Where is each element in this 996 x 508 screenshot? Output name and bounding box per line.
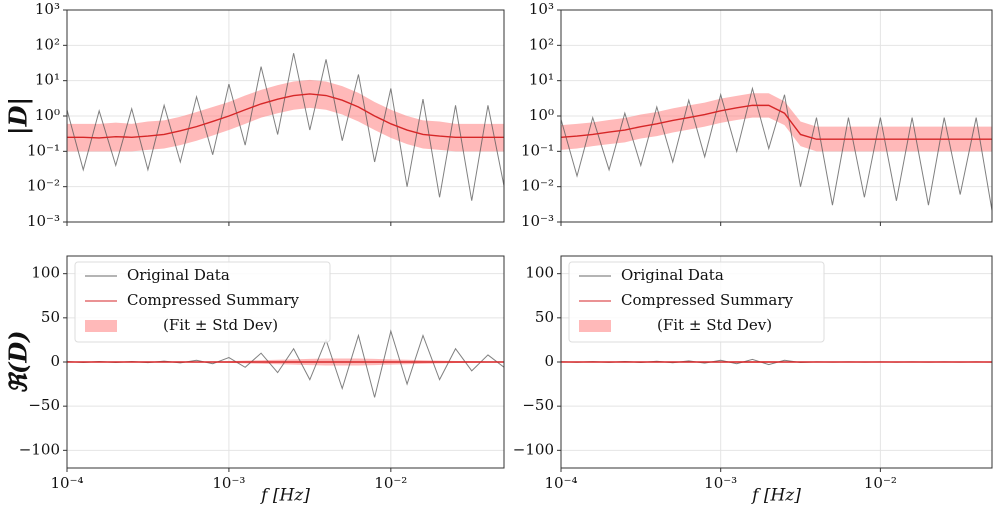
y-tick-label: −100 [513,440,554,458]
x-tick-label: 10⁻⁴ [544,474,577,492]
y-tick-label: 10⁰ [529,106,554,124]
x-tick-label: 10⁻³ [212,474,245,492]
std-band [67,79,504,152]
x-tick-label: 10⁻³ [704,474,737,492]
x-tick-label: 10⁻² [374,474,407,492]
x-axis-label: f [Hz] [750,486,801,506]
y-tick-label: 10⁻¹ [27,141,60,159]
y-tick-label: 10² [529,35,554,53]
legend-label: Original Data [621,266,724,284]
y-tick-label: 10⁻³ [521,212,554,230]
y-tick-label: 10¹ [35,71,60,89]
axes-frame [560,9,993,223]
legend-swatch [579,320,611,332]
y-tick-label: 10² [35,35,60,53]
y-axis-label: |D| [4,97,33,135]
axes-frame [66,255,505,469]
plot-area [561,358,992,366]
x-tick-label: 10⁻⁴ [50,474,83,492]
y-tick-label: 10¹ [529,71,554,89]
legend-label: Original Data [127,266,230,284]
y-tick-label: 100 [31,264,60,282]
series-line [67,93,504,139]
y-tick-label: −100 [19,440,60,458]
plot-area [561,86,992,212]
legend-swatch [85,320,117,332]
axes-frame [66,9,505,223]
y-tick-label: 10⁻² [27,177,60,195]
legend-label: (Fit ± Std Dev) [657,316,772,334]
plot-area [67,53,504,201]
y-tick-label: 0 [544,352,554,370]
plot-area [67,329,504,398]
axes-frame [560,255,993,469]
series-line [561,86,992,212]
y-tick-label: 50 [41,308,60,326]
y-tick-label: 10⁻² [521,177,554,195]
legend-box [568,261,825,343]
y-tick-label: 10⁻¹ [521,141,554,159]
legend-label: Compressed Summary [621,291,794,309]
y-axis-label: ℜ(D) [4,330,33,393]
y-tick-label: −50 [522,396,554,414]
series-line [561,104,992,140]
y-tick-label: 0 [50,352,60,370]
legend-label: (Fit ± Std Dev) [163,316,278,334]
y-tick-label: −50 [28,396,60,414]
y-tick-label: 10⁻³ [27,212,60,230]
y-tick-label: 100 [525,264,554,282]
y-tick-label: 10⁰ [35,106,60,124]
y-tick-label: 50 [535,308,554,326]
y-tick-label: 10³ [35,0,60,18]
x-tick-label: 10⁻² [864,474,897,492]
y-tick-label: 10³ [529,0,554,18]
x-axis-label: f [Hz] [259,486,310,506]
series-line [67,53,504,201]
legend-label: Compressed Summary [127,291,300,309]
legend-box [74,261,331,343]
